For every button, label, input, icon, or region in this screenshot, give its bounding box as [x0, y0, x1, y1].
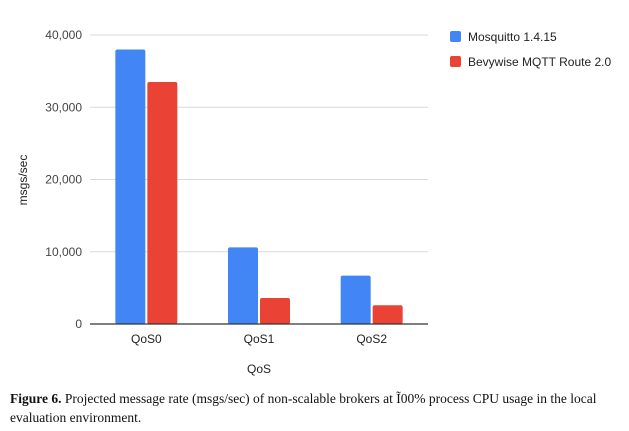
- y-tick-label: 10,000: [45, 245, 82, 259]
- bar-qos1-series-0: [228, 247, 258, 324]
- bar-qos0-series-0: [115, 49, 146, 324]
- legend-label-mosquitto: Mosquitto 1.4.15: [468, 30, 557, 44]
- legend-swatch-mosquitto: [450, 31, 461, 42]
- x-axis-label: QoS: [247, 362, 271, 376]
- bar-qos0-series-1: [147, 81, 178, 325]
- legend-swatch-bevywise: [450, 56, 461, 67]
- y-tick-label: 0: [75, 317, 82, 331]
- y-tick-label: 40,000: [45, 28, 82, 42]
- bar-qos1-series-1: [260, 297, 290, 324]
- caption-text: Projected message rate (msgs/sec) of non…: [10, 391, 597, 425]
- y-axis-label: msgs/sec: [16, 155, 30, 206]
- bar-chart: 0 10,000 20,000 30,000 40,000 QoS0 QoS1 QoS2 QoS…: [16, 28, 428, 376]
- y-tick-label: 20,000: [45, 173, 82, 187]
- x-tick-label: QoS2: [356, 332, 387, 346]
- caption-label: Figure 6.: [10, 391, 62, 406]
- x-tick-label: QoS0: [131, 332, 162, 346]
- legend-label-bevywise: Bevywise MQTT Route 2.0: [468, 55, 612, 69]
- bar-qos2-series-0: [340, 275, 371, 324]
- y-tick-label: 30,000: [45, 100, 82, 114]
- bar-qos2-series-1: [372, 305, 403, 324]
- x-tick-label: QoS1: [244, 332, 275, 346]
- figure-caption: Figure 6. Projected message rate (msgs/s…: [10, 389, 625, 427]
